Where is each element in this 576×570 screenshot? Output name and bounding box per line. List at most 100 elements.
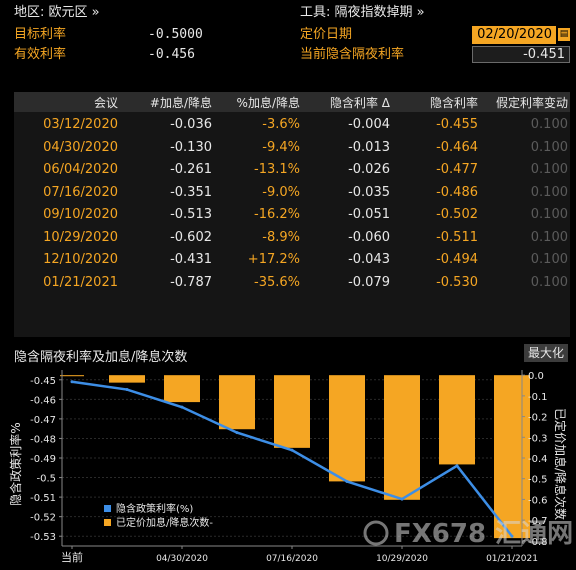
target-rate-value: -0.5000 bbox=[148, 27, 203, 42]
line-point bbox=[400, 497, 404, 501]
bar bbox=[329, 375, 365, 482]
cell-meeting-date: 10/29/2020 bbox=[43, 229, 118, 245]
col-hikes-cuts-pct[interactable]: %加息/降息 bbox=[236, 96, 300, 110]
col-implied-rate[interactable]: 隐含利率 bbox=[429, 96, 478, 110]
pricing-date-input[interactable]: 02/20/2020 bbox=[472, 26, 556, 44]
cell-hikes-cuts-pct: -9.4% bbox=[262, 139, 300, 155]
bar bbox=[60, 375, 84, 377]
cell-implied-rate-delta: -0.026 bbox=[348, 162, 390, 177]
watermark: FX678 汇通网 bbox=[363, 519, 573, 549]
x-tick-label: 07/16/2020 bbox=[266, 554, 318, 564]
left-tick-label: -0.51 bbox=[30, 493, 56, 504]
cell-assumed-rate-change: 0.100 bbox=[530, 252, 568, 267]
implied-rate-label: 当前隐含隔夜利率 bbox=[300, 47, 405, 62]
cell-meeting-date: 06/04/2020 bbox=[43, 162, 118, 177]
cell-assumed-rate-change: 0.100 bbox=[530, 139, 568, 155]
cell-hikes-cuts-pct: -8.9% bbox=[262, 229, 300, 245]
left-tick-label: -0.48 bbox=[30, 434, 56, 445]
cell-implied-rate-delta: -0.060 bbox=[348, 229, 390, 245]
table-row[interactable]: 12/10/2020 -0.431 +17.2% -0.043 -0.494 0.100 bbox=[14, 249, 570, 271]
legend-swatch-line bbox=[104, 505, 111, 512]
right-tick-label: -0.7 bbox=[528, 516, 548, 527]
effective-rate-value: -0.456 bbox=[148, 47, 195, 62]
chart-line bbox=[70, 380, 514, 538]
col-implied-rate-delta[interactable]: 隐含利率 Δ bbox=[329, 96, 390, 110]
table-row[interactable]: 09/10/2020 -0.513 -16.2% -0.051 -0.502 0.100 bbox=[14, 204, 570, 226]
maximize-button[interactable]: 最大化 bbox=[524, 344, 568, 362]
effective-rate-label: 有效利率 bbox=[14, 47, 67, 62]
tool-selector[interactable]: 工具: 隔夜指数掉期 » bbox=[300, 5, 425, 20]
cell-hikes-cuts-count: -0.787 bbox=[170, 274, 212, 290]
col-assumed-rate-change[interactable]: 假定利率变动 bbox=[495, 96, 568, 110]
table-row[interactable]: 01/21/2021 -0.787 -35.6% -0.079 -0.530 0.100 bbox=[14, 272, 570, 294]
cell-meeting-date: 07/16/2020 bbox=[43, 184, 118, 200]
cell-implied-rate-delta: -0.043 bbox=[348, 252, 390, 267]
left-axis-label: 隐含政策利率% bbox=[8, 422, 23, 505]
left-tick-label: -0.49 bbox=[30, 454, 56, 465]
cell-meeting-date: 04/30/2020 bbox=[43, 139, 118, 155]
cell-hikes-cuts-count: -0.351 bbox=[170, 184, 212, 200]
chart-title: 隐含隔夜利率及加息/降息次数 bbox=[14, 350, 188, 365]
line-point bbox=[345, 479, 349, 483]
left-tick-label: -0.53 bbox=[30, 532, 56, 543]
calendar-icon[interactable]: ▤ bbox=[558, 28, 570, 41]
chart-axes: -0.45 -0.46 -0.47 -0.48 -0.49 -0.5 -0.51 -0.52 -… bbox=[30, 370, 548, 564]
chart-legend: 隐含政策利率(%) 已定价加息/降息次数- bbox=[104, 502, 213, 529]
cell-implied-rate: -0.455 bbox=[436, 117, 478, 132]
region-selector[interactable]: 地区: 欧元区 » bbox=[14, 5, 100, 20]
chart-bars bbox=[60, 375, 530, 539]
table-row[interactable]: 10/29/2020 -0.602 -8.9% -0.060 -0.511 0.100 bbox=[14, 227, 570, 249]
target-rate-label: 目标利率 bbox=[14, 27, 67, 42]
bar bbox=[109, 375, 145, 383]
pricing-date-label: 定价日期 bbox=[300, 27, 353, 42]
cell-implied-rate: -0.477 bbox=[436, 162, 478, 177]
left-tick-label: -0.5 bbox=[36, 474, 56, 485]
table-row[interactable]: 06/04/2020 -0.261 -13.1% -0.026 -0.477 0.100 bbox=[14, 159, 570, 181]
watermark-logo-icon bbox=[363, 520, 389, 546]
cell-implied-rate: -0.502 bbox=[436, 207, 478, 222]
col-meeting[interactable]: 会议 bbox=[93, 96, 118, 110]
legend-label-line: 隐含政策利率(%) bbox=[116, 502, 193, 515]
right-tick-label: 0.0 bbox=[528, 371, 544, 382]
cell-implied-rate: -0.530 bbox=[436, 274, 478, 290]
implied-rate-value: -0.451 bbox=[472, 46, 570, 63]
x-tick-label: 10/29/2020 bbox=[376, 554, 428, 564]
right-tick-label: -0.1 bbox=[528, 392, 548, 403]
right-tick-label: -0.6 bbox=[528, 495, 548, 506]
rate-chart: -0.45 -0.46 -0.47 -0.48 -0.49 -0.5 -0.51 -0.52 -… bbox=[0, 364, 576, 570]
legend-label-bar: 已定价加息/降息次数- bbox=[116, 516, 213, 529]
right-tick-label: -0.5 bbox=[528, 475, 548, 486]
legend-swatch-bar bbox=[104, 519, 111, 526]
cell-assumed-rate-change: 0.100 bbox=[530, 274, 568, 290]
line-point bbox=[125, 388, 129, 392]
table-row[interactable]: 03/12/2020 -0.036 -3.6% -0.004 -0.455 0.100 bbox=[14, 114, 570, 136]
cell-hikes-cuts-pct: -9.0% bbox=[262, 184, 300, 200]
cell-implied-rate-delta: -0.013 bbox=[348, 139, 390, 155]
cell-hikes-cuts-count: -0.513 bbox=[170, 207, 212, 222]
x-tick-label: 01/21/2021 bbox=[486, 554, 538, 564]
cell-implied-rate: -0.511 bbox=[436, 229, 478, 245]
bar bbox=[274, 375, 310, 448]
cell-hikes-cuts-pct: -13.1% bbox=[254, 162, 300, 177]
table-row[interactable]: 07/16/2020 -0.351 -9.0% -0.035 -0.486 0.100 bbox=[14, 182, 570, 204]
table-header: 会议 #加息/降息 %加息/降息 隐含利率 Δ 隐含利率 假定利率变动 bbox=[14, 92, 570, 112]
cell-implied-rate-delta: -0.035 bbox=[348, 184, 390, 200]
cell-assumed-rate-change: 0.100 bbox=[530, 229, 568, 245]
cell-assumed-rate-change: 0.100 bbox=[530, 207, 568, 222]
meeting-table: 会议 #加息/降息 %加息/降息 隐含利率 Δ 隐含利率 假定利率变动 03/1… bbox=[14, 92, 570, 337]
left-tick-label: -0.47 bbox=[30, 415, 56, 426]
cell-implied-rate: -0.494 bbox=[436, 252, 478, 267]
left-tick-label: -0.45 bbox=[30, 376, 56, 387]
line-point bbox=[510, 534, 514, 538]
right-tick-label: -0.4 bbox=[528, 454, 548, 465]
right-tick-label: -0.3 bbox=[528, 433, 548, 444]
line-point bbox=[235, 431, 239, 435]
line-point bbox=[290, 448, 294, 452]
cell-implied-rate-delta: -0.004 bbox=[348, 117, 390, 132]
cell-hikes-cuts-count: -0.130 bbox=[170, 139, 212, 155]
table-row[interactable]: 04/30/2020 -0.130 -9.4% -0.013 -0.464 0.100 bbox=[14, 137, 570, 159]
bar bbox=[439, 375, 475, 465]
cell-hikes-cuts-count: -0.261 bbox=[170, 162, 212, 177]
cell-hikes-cuts-pct: +17.2% bbox=[247, 252, 300, 267]
col-hikes-cuts-count[interactable]: #加息/降息 bbox=[149, 96, 212, 110]
